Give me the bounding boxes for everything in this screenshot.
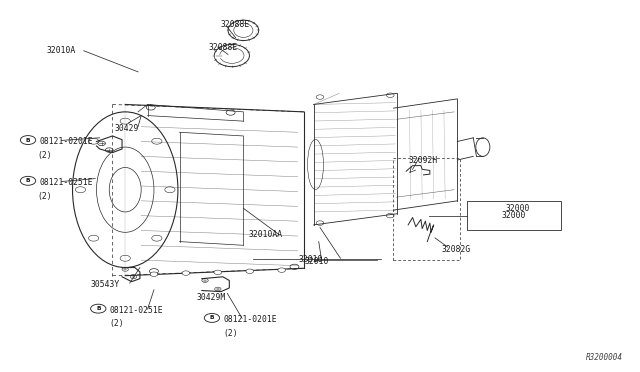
Text: (2): (2) bbox=[37, 192, 52, 201]
Text: B: B bbox=[96, 306, 100, 311]
Text: 30543Y: 30543Y bbox=[90, 280, 119, 289]
Text: R3200004: R3200004 bbox=[586, 353, 623, 362]
Text: 32000: 32000 bbox=[502, 211, 526, 220]
Text: 30429M: 30429M bbox=[196, 294, 225, 302]
Text: B: B bbox=[26, 178, 30, 183]
Text: B: B bbox=[210, 315, 214, 320]
Circle shape bbox=[246, 269, 253, 273]
Bar bbox=[467, 201, 561, 231]
Text: 32088E: 32088E bbox=[209, 42, 238, 51]
Circle shape bbox=[182, 271, 189, 275]
Text: (2): (2) bbox=[109, 320, 124, 328]
Text: 32010: 32010 bbox=[304, 257, 328, 266]
Text: 32010AA: 32010AA bbox=[248, 230, 283, 239]
Text: 08121-0251E: 08121-0251E bbox=[110, 306, 164, 315]
Text: (2): (2) bbox=[37, 151, 52, 160]
Text: 32092H: 32092H bbox=[408, 155, 437, 164]
Text: B: B bbox=[26, 138, 30, 142]
Circle shape bbox=[214, 270, 221, 275]
Text: 32082G: 32082G bbox=[442, 244, 470, 253]
Text: 32088E: 32088E bbox=[221, 20, 250, 29]
Text: 32000: 32000 bbox=[505, 204, 529, 213]
Text: 32010: 32010 bbox=[298, 254, 323, 263]
Circle shape bbox=[278, 268, 285, 272]
Text: 08121-0201E: 08121-0201E bbox=[223, 315, 277, 324]
Text: 32010A: 32010A bbox=[47, 46, 76, 55]
Bar bbox=[394, 158, 461, 260]
Circle shape bbox=[150, 272, 158, 276]
Text: 08121-0201E: 08121-0201E bbox=[40, 137, 93, 146]
Text: 08121-0251E: 08121-0251E bbox=[40, 178, 93, 187]
Bar bbox=[314, 89, 466, 227]
Text: (2): (2) bbox=[223, 328, 237, 338]
Text: 30429: 30429 bbox=[115, 124, 139, 133]
